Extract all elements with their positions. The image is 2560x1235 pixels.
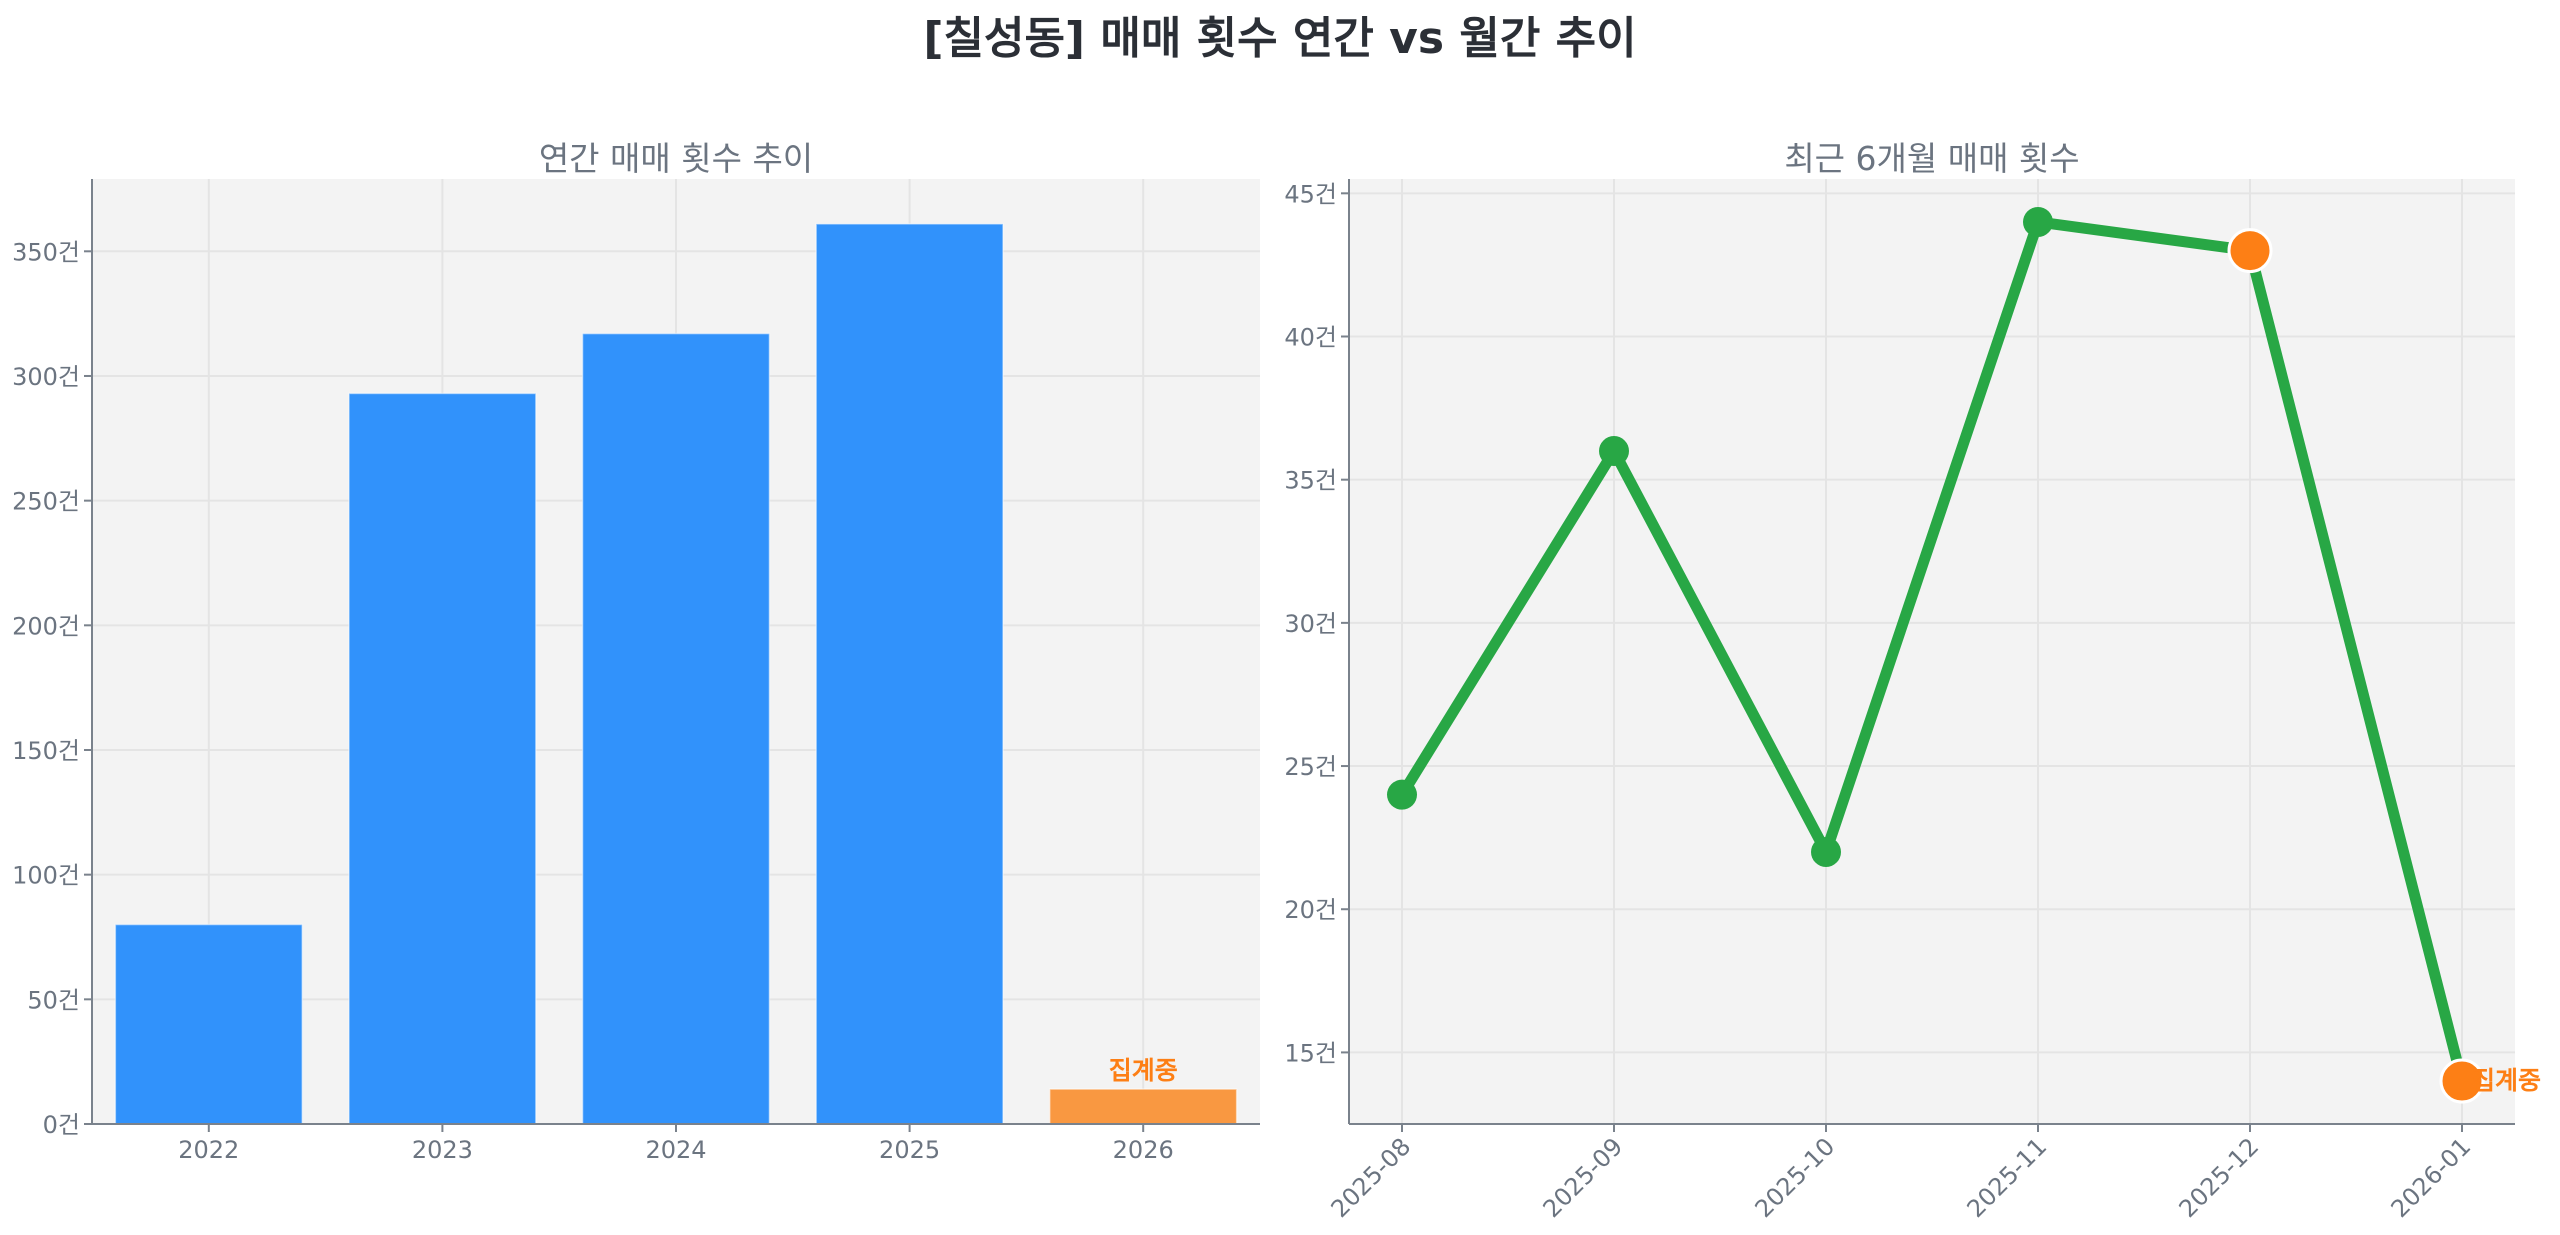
x-tick-label: 2023 (412, 1136, 473, 1164)
x-tick-label: 2024 (645, 1136, 706, 1164)
bar-2023 (348, 392, 537, 1125)
data-point-2025-10 (1811, 836, 1841, 867)
plot-area (1349, 179, 2515, 1124)
y-tick-label: 250건 (12, 488, 80, 516)
y-tick-label: 45건 (1284, 180, 1337, 208)
y-tick-label: 150건 (12, 737, 80, 765)
figure-title: [칠성동] 매매 횟수 연간 vs 월간 추이 (923, 13, 1637, 64)
x-tick-label: 2026-01 (2386, 1132, 2477, 1223)
y-tick-label: 30건 (1284, 610, 1337, 638)
bar-2026 (1049, 1088, 1238, 1125)
x-tick-label: 2026 (1113, 1136, 1174, 1164)
bar-2025 (815, 223, 1004, 1125)
data-point-2025-11 (2023, 206, 2053, 237)
bar-2022 (114, 923, 303, 1125)
bar-chart-title: 연간 매매 횟수 추이 (538, 139, 814, 178)
highlight-point-2026-01 (2439, 1058, 2485, 1104)
x-tick-label: 2022 (178, 1136, 239, 1164)
bar-2024 (581, 332, 771, 1125)
monthly-line-chart: 집계중 2025-08 2025-09 2025-10 2025-11 2025-12 20… (1284, 179, 2541, 1223)
y-tick-label: 15건 (1284, 1039, 1337, 1067)
x-tick-label: 2025-12 (2174, 1132, 2265, 1223)
x-tick-label: 2025-11 (1962, 1132, 2053, 1223)
trend-line (1397, 216, 2468, 1083)
y-tick-label: 200건 (12, 612, 80, 640)
y-tick-label: 25건 (1284, 753, 1337, 781)
y-tick-label: 100건 (12, 862, 80, 890)
y-tick-label: 20건 (1284, 896, 1337, 924)
y-tick-label: 40건 (1284, 324, 1337, 352)
annual-bar-chart: 2022 2023 2024 2025 2026 집계중 0건 50건 100건 150건 200건… (12, 179, 1260, 1164)
data-point-2025-08 (1387, 779, 1417, 810)
x-tick-label: 2025-10 (1750, 1132, 1841, 1223)
x-tick-label: 2025-09 (1538, 1132, 1629, 1223)
y-tick-label: 300건 (12, 363, 80, 391)
partial-annotation: 집계중 (1109, 1056, 1178, 1085)
data-point-2025-09 (1599, 436, 1629, 467)
y-tick-label: 50건 (27, 986, 80, 1014)
highlight-point-2025-12 (2227, 228, 2273, 274)
y-tick-label: 0건 (43, 1111, 80, 1139)
partial-annotation: 집계중 (2472, 1066, 2541, 1095)
x-tick-label: 2025 (879, 1136, 940, 1164)
y-tick-label: 35건 (1284, 467, 1337, 495)
x-tick-label: 2025-08 (1326, 1132, 1417, 1223)
line-chart-title: 최근 6개월 매매 횟수 (1784, 139, 2080, 178)
y-tick-label: 350건 (12, 238, 80, 266)
